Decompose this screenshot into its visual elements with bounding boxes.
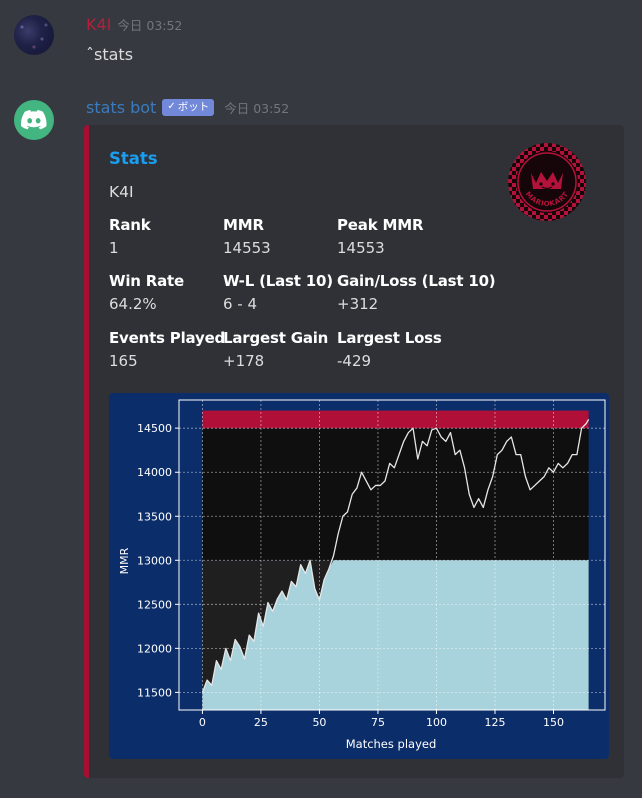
timestamp: 今日 03:52 bbox=[224, 101, 290, 116]
x-tick-label: 125 bbox=[484, 716, 505, 729]
mmr-chart[interactable]: 0 25 50 75 100 125 150 11500 12000 12500 13000 1350… bbox=[109, 393, 609, 759]
field-largest-gain: Largest Gain +178 bbox=[223, 328, 343, 372]
field-value: 14553 bbox=[337, 239, 385, 257]
threshold-fill bbox=[202, 560, 589, 710]
username[interactable]: K4I bbox=[86, 15, 112, 34]
embed-description: K4I bbox=[109, 183, 134, 201]
y-tick-label: 12500 bbox=[137, 598, 172, 611]
check-icon: ✓ bbox=[167, 101, 176, 112]
field-mmr: MMR 14553 bbox=[223, 215, 343, 259]
field-value: 1 bbox=[109, 239, 119, 257]
plot-border bbox=[178, 399, 606, 711]
field-name: MMR bbox=[223, 216, 264, 234]
field-gain-loss-last-10: Gain/Loss (Last 10) +312 bbox=[337, 271, 496, 315]
field-value: -429 bbox=[337, 352, 372, 370]
field-win-rate: Win Rate 64.2% bbox=[109, 271, 229, 315]
field-name: Rank bbox=[109, 216, 151, 234]
y-tick-label: 14000 bbox=[137, 466, 172, 479]
mariokart-thumbnail[interactable]: MARIOKART bbox=[508, 143, 586, 221]
field-name: Win Rate bbox=[109, 272, 185, 290]
y-tick-label: 13500 bbox=[137, 510, 172, 523]
field-largest-loss: Largest Loss -429 bbox=[337, 328, 457, 372]
field-value: +312 bbox=[337, 295, 379, 313]
field-name: Largest Gain bbox=[223, 329, 329, 347]
chart-plot-area: 0 25 50 75 100 125 150 11500 12000 12500 13000 1350… bbox=[137, 399, 606, 729]
band-2 bbox=[202, 410, 589, 429]
band-1 bbox=[202, 428, 589, 561]
y-tick-label: 12000 bbox=[137, 642, 172, 655]
embed-title[interactable]: Stats bbox=[109, 149, 158, 168]
field-rank: Rank 1 bbox=[109, 215, 229, 259]
field-name: W-L (Last 10) bbox=[223, 272, 333, 290]
user-avatar[interactable] bbox=[14, 15, 54, 55]
bot-badge: ✓ ボット bbox=[162, 99, 215, 116]
chart-x-axis-label: Matches played bbox=[346, 737, 437, 751]
message-content: ˆstats bbox=[86, 45, 134, 64]
bot-badge-label: ボット bbox=[177, 101, 210, 113]
x-tick-label: 150 bbox=[543, 716, 564, 729]
y-tick-label: 13000 bbox=[137, 554, 172, 567]
field-name: Largest Loss bbox=[337, 329, 442, 347]
timestamp: 今日 03:52 bbox=[117, 18, 183, 33]
mariokart-crown-logo-icon: MARIOKART bbox=[508, 143, 586, 221]
field-value: 165 bbox=[109, 352, 138, 370]
field-value: 64.2% bbox=[109, 295, 157, 313]
field-wl-last-10: W-L (Last 10) 6 - 4 bbox=[223, 271, 343, 315]
field-value: 6 - 4 bbox=[223, 295, 258, 313]
y-tick-label: 11500 bbox=[137, 686, 172, 699]
x-tick-label: 50 bbox=[312, 716, 326, 729]
bot-avatar[interactable] bbox=[14, 100, 54, 140]
field-name: Gain/Loss (Last 10) bbox=[337, 272, 496, 290]
bot-username[interactable]: stats bot bbox=[86, 98, 157, 117]
x-tick-label: 0 bbox=[199, 716, 206, 729]
x-tick-label: 25 bbox=[254, 716, 268, 729]
mmr-line-chart: 0 25 50 75 100 125 150 11500 12000 12500 13000 1350… bbox=[109, 393, 609, 759]
field-peak-mmr: Peak MMR 14553 bbox=[337, 215, 457, 259]
x-tick-label: 100 bbox=[426, 716, 447, 729]
discord-logo-icon bbox=[21, 110, 47, 130]
stats-embed: Stats K4I Rank 1 MMR 14553 Peak MMR 1455… bbox=[84, 125, 624, 778]
field-name: Peak MMR bbox=[337, 216, 424, 234]
field-name: Events Played bbox=[109, 329, 226, 347]
y-tick-label: 14500 bbox=[137, 422, 172, 435]
mmr-series-line bbox=[201, 419, 590, 693]
chart-y-axis-label: MMR bbox=[118, 547, 131, 574]
field-value: 14553 bbox=[223, 239, 271, 257]
field-value: +178 bbox=[223, 352, 265, 370]
x-tick-label: 75 bbox=[371, 716, 385, 729]
field-events-played: Events Played 165 bbox=[109, 328, 229, 372]
